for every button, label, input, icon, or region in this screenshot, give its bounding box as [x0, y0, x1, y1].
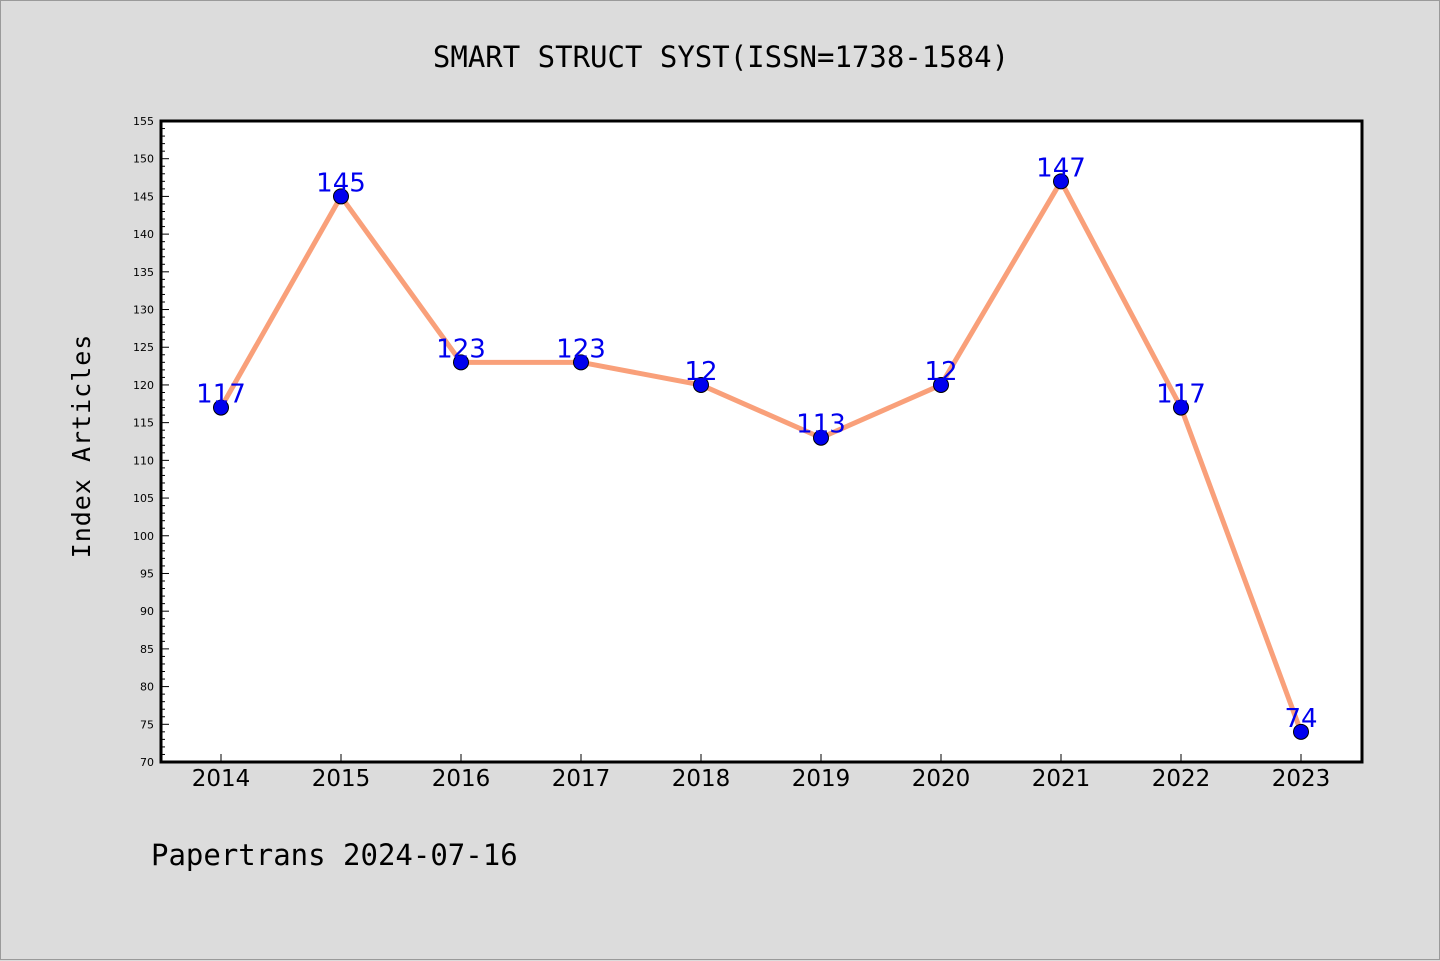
footer-text: Papertrans 2024-07-16	[151, 838, 518, 872]
y-tick-label: 95	[140, 567, 154, 580]
data-label: 12	[684, 357, 717, 387]
data-point	[333, 188, 349, 205]
data-labels: 117 145 123 123 12 113 12 147 117 74	[196, 153, 1317, 734]
y-tick-label: 155	[133, 115, 154, 128]
x-tick-label: 2015	[312, 766, 371, 792]
y-tick-label: 105	[133, 492, 154, 505]
x-tick-label: 2020	[912, 766, 971, 792]
y-tick-label: 70	[140, 756, 154, 769]
y-tick-label: 135	[133, 266, 154, 279]
y-tick-label: 85	[140, 643, 154, 656]
plot-area	[161, 121, 1362, 762]
series-line	[213, 173, 1309, 740]
data-label: 123	[556, 334, 606, 364]
x-tick-label: 2019	[792, 766, 851, 792]
y-tick-label: 115	[133, 417, 154, 430]
data-point	[1293, 723, 1309, 740]
data-point	[1173, 399, 1189, 416]
y-tick-label: 110	[133, 454, 154, 467]
y-tick-label: 75	[140, 718, 154, 731]
plot-border	[159, 119, 1364, 764]
y-axis-label: Index Articles	[67, 334, 96, 559]
y-tick-label: 125	[133, 341, 154, 354]
y-tick-label: 140	[133, 228, 154, 241]
data-label: 74	[1284, 704, 1317, 734]
data-point	[813, 429, 829, 446]
x-tick-label: 2018	[672, 766, 731, 792]
data-point	[573, 354, 589, 371]
y-tick-label: 150	[133, 153, 154, 166]
x-tick-label: 2017	[552, 766, 611, 792]
y-tick-label: 130	[133, 304, 154, 317]
y-tick-label: 90	[140, 605, 154, 618]
y-tick-label: 145	[133, 190, 154, 203]
data-point	[453, 354, 469, 371]
data-label: 12	[924, 357, 957, 387]
series-path	[218, 178, 1304, 733]
y-tick-label: 80	[140, 681, 154, 694]
x-tick-label: 2022	[1152, 766, 1211, 792]
data-label: 123	[436, 334, 486, 364]
x-tick-label: 2014	[192, 766, 251, 792]
x-tick-label: 2023	[1272, 766, 1331, 792]
x-tick-label: 2021	[1032, 766, 1091, 792]
data-point	[693, 376, 709, 393]
data-label: 117	[1156, 380, 1206, 410]
chart-title: SMART STRUCT SYST(ISSN=1738-1584)	[433, 40, 1009, 74]
data-point	[213, 399, 229, 416]
x-tick-label: 2016	[432, 766, 491, 792]
data-label: 145	[316, 168, 366, 198]
y-tick-label: 100	[133, 530, 154, 543]
data-point	[933, 376, 949, 393]
data-label: 147	[1036, 153, 1086, 183]
data-point	[1053, 173, 1069, 190]
data-label: 113	[796, 410, 846, 440]
data-label: 117	[196, 380, 246, 410]
y-tick-label: 120	[133, 379, 154, 392]
axes: 70 75 80 85 90 95 100 105 110 115 120 125 130 135 140 1…	[133, 115, 1330, 792]
